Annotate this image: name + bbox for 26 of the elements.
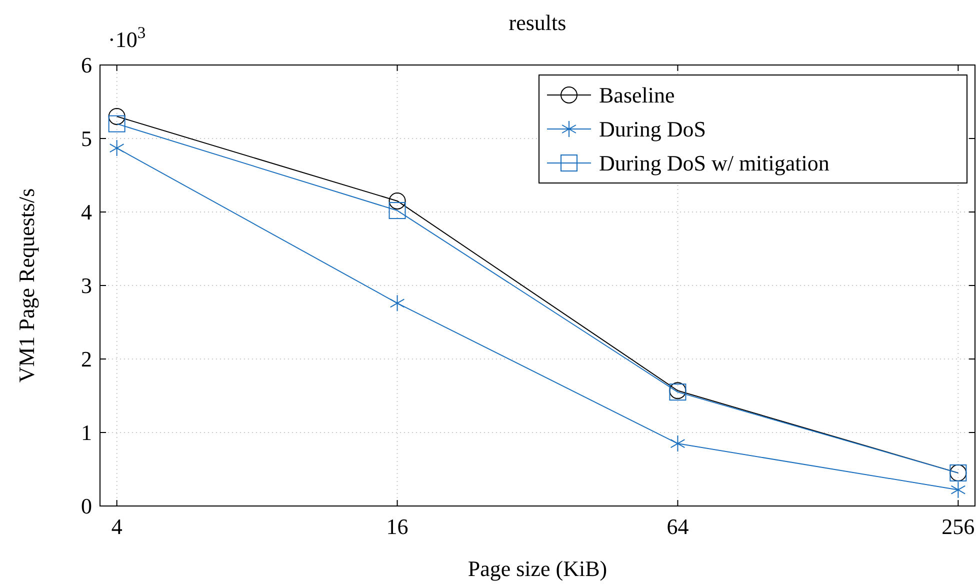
point <box>670 435 686 452</box>
x-axis-title: Page size (KiB) <box>468 556 608 581</box>
y-tick-label: 4 <box>81 200 92 225</box>
x-tick-label: 4 <box>111 514 122 539</box>
y-tick-label: 6 <box>81 52 92 78</box>
chart-title: results <box>508 10 566 35</box>
y-tick-label: 5 <box>81 126 92 152</box>
y-tick-label: 1 <box>81 420 92 446</box>
text: ·10$^{3}$ <box>108 22 146 52</box>
x-tick-label: 256 <box>942 514 975 539</box>
y-tick-label: 2 <box>81 346 92 372</box>
point <box>950 481 966 498</box>
x-tick-label: 64 <box>666 514 689 539</box>
legend-label: During DoS w/ mitigation <box>599 150 830 176</box>
x-tick-label: 16 <box>386 514 408 539</box>
legend-label: During DoS <box>599 116 706 142</box>
point <box>109 140 124 157</box>
point <box>388 202 406 220</box>
point <box>390 294 405 312</box>
y-tick-label: 0 <box>81 494 92 519</box>
point <box>108 115 126 132</box>
point <box>388 192 406 210</box>
legend-label: Baseline <box>599 82 675 108</box>
y-tick-label: 3 <box>81 273 92 298</box>
point <box>108 108 126 125</box>
y-axis-title: VM1 Page Requests/s <box>14 188 39 383</box>
